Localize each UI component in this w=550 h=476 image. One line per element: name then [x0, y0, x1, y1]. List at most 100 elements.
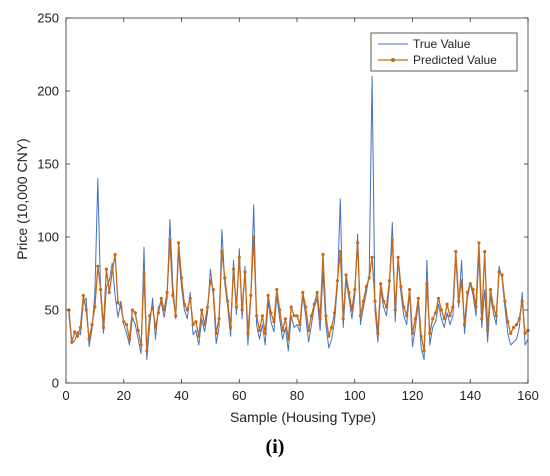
predicted-point: [318, 317, 322, 321]
predicted-point: [203, 323, 207, 327]
predicted-point: [367, 276, 371, 280]
predicted-point: [153, 325, 158, 330]
predicted-point: [483, 250, 487, 254]
predicted-point: [488, 288, 493, 292]
predicted-point: [110, 270, 114, 274]
predicted-point: [301, 290, 305, 295]
predicted-point: [73, 330, 77, 334]
predicted-point: [431, 317, 435, 321]
predicted-point: [405, 314, 409, 318]
predicted-point: [168, 238, 172, 242]
predicted-point: [139, 343, 143, 347]
predicted-point: [494, 314, 498, 318]
predicted-point: [101, 325, 106, 330]
y-tick-label: 200: [37, 84, 59, 99]
predicted-point: [393, 308, 397, 312]
predicted-point: [497, 270, 501, 274]
x-tick-label: 60: [232, 388, 246, 403]
predicted-point: [332, 311, 337, 315]
predicted-point: [457, 299, 461, 303]
predicted-point: [347, 290, 351, 295]
predicted-point: [70, 340, 74, 344]
predicted-point: [99, 288, 103, 292]
predicted-point: [321, 252, 325, 257]
predicted-point: [125, 323, 129, 327]
x-tick-label: 100: [344, 388, 366, 403]
predicted-point: [298, 323, 302, 327]
predicted-point: [272, 320, 276, 324]
predicted-point: [78, 325, 82, 330]
predicted-point: [174, 314, 178, 318]
predicted-point: [234, 305, 238, 309]
plot-frame: [65, 17, 529, 384]
predicted-point: [275, 288, 279, 292]
predicted-point: [171, 293, 175, 297]
predicted-point: [96, 264, 100, 268]
predicted-point: [75, 334, 80, 338]
predicted-point: [307, 328, 311, 332]
predicted-point: [439, 308, 443, 312]
predicted-point: [136, 328, 140, 332]
predicted-point: [289, 305, 293, 309]
predicted-point: [364, 285, 368, 289]
predicted-point: [130, 308, 134, 312]
predicted-point: [113, 252, 117, 257]
predicted-point: [324, 314, 328, 318]
predicted-point: [151, 305, 155, 309]
predicted-point: [226, 299, 230, 303]
x-tick-label: 80: [290, 388, 304, 403]
x-tick-label: 40: [174, 388, 188, 403]
predicted-point: [231, 267, 236, 271]
predicted-point: [260, 314, 264, 318]
predicted-point: [468, 282, 472, 286]
predicted-point: [148, 314, 152, 318]
predicted-point: [370, 255, 374, 259]
predicted-point: [358, 314, 363, 318]
predicted-point: [286, 337, 290, 341]
predicted-point: [249, 293, 253, 297]
predicted-point: [373, 299, 377, 303]
legend-label-predicted: Predicted Value: [413, 53, 497, 67]
predicted-point: [240, 308, 244, 312]
predicted-point: [292, 314, 296, 318]
predicted-point: [162, 308, 166, 312]
predicted-point: [460, 279, 464, 283]
predicted-point: [182, 302, 186, 306]
predicted-point: [205, 305, 210, 309]
series-line-true-value: [68, 75, 529, 361]
predicted-point: [422, 349, 426, 353]
predicted-point: [356, 241, 360, 245]
predicted-point: [185, 308, 189, 312]
legend-marker-predicted: [391, 58, 395, 62]
predicted-point: [93, 305, 97, 309]
predicted-point: [335, 279, 339, 283]
legend-label-true: True Value: [413, 37, 471, 51]
predicted-point: [445, 302, 449, 306]
predicted-point: [338, 250, 342, 254]
predicted-point: [220, 250, 224, 254]
predicted-point: [145, 349, 149, 353]
predicted-point: [223, 276, 227, 280]
predicted-point: [462, 323, 467, 327]
predicted-point: [179, 276, 184, 280]
predicted-point: [514, 323, 519, 327]
predicted-point: [353, 288, 357, 292]
predicted-point: [408, 288, 412, 292]
predicted-point: [127, 337, 132, 341]
predicted-point: [520, 299, 524, 303]
predicted-point: [474, 305, 478, 309]
predicted-point: [410, 331, 415, 335]
predicted-point: [177, 241, 181, 245]
predicted-point: [491, 305, 495, 309]
predicted-point: [229, 325, 233, 330]
predicted-point: [191, 323, 195, 327]
legend: True Value Predicted Value: [370, 32, 518, 72]
predicted-point: [399, 285, 403, 289]
predicted-point: [509, 331, 513, 335]
predicted-point: [434, 311, 438, 315]
predicted-point: [217, 317, 221, 321]
predicted-point: [165, 290, 169, 295]
predicted-point: [119, 305, 123, 309]
